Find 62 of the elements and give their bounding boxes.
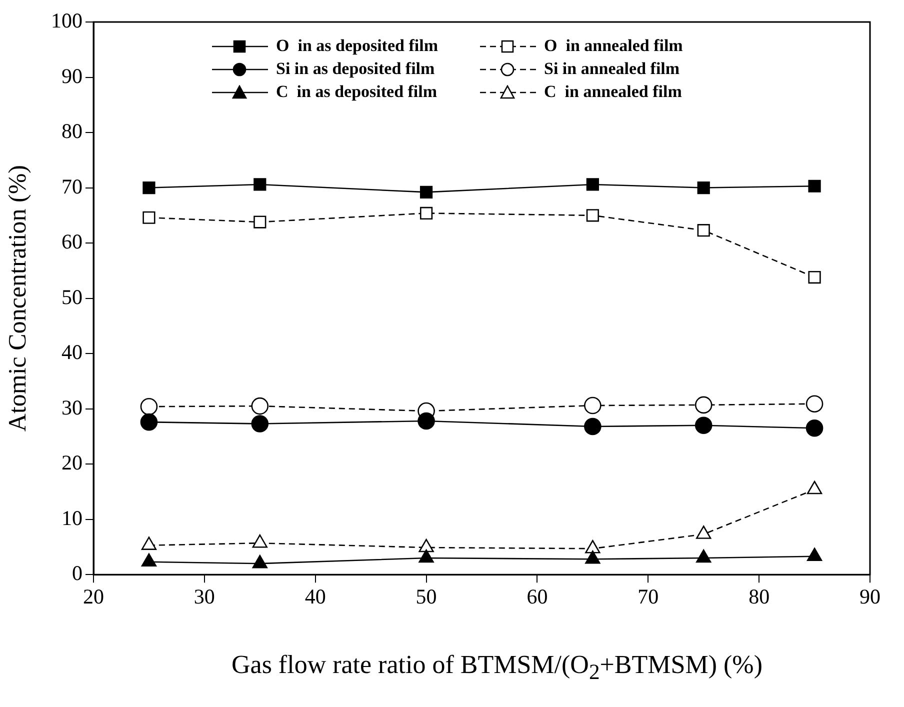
point	[697, 224, 710, 237]
point	[806, 548, 822, 562]
point	[252, 554, 268, 568]
x-tick-label: 90	[860, 584, 880, 609]
legend-label: C in annealed film	[544, 82, 682, 102]
x-tick-label: 50	[416, 584, 437, 609]
point	[142, 181, 156, 194]
y-tick-label: 70	[62, 174, 82, 198]
point	[254, 216, 266, 228]
point	[806, 395, 824, 412]
x-tick-label: 30	[194, 584, 215, 609]
y-tick-label: 10	[62, 506, 82, 530]
point	[252, 534, 268, 548]
point	[140, 398, 158, 416]
point	[806, 420, 824, 437]
point	[696, 549, 712, 563]
point	[254, 178, 266, 191]
point	[586, 209, 599, 222]
legend-label: O in annealed film	[544, 36, 683, 56]
y-tick-label: 90	[62, 64, 82, 88]
point	[584, 418, 602, 436]
y-tick-label: 80	[62, 119, 82, 144]
x-tick-label: 70	[638, 584, 659, 609]
legend-label: Si in as deposited film	[276, 59, 435, 79]
point	[585, 540, 600, 554]
legend-label: C in as deposited film	[276, 82, 438, 102]
point	[808, 270, 821, 284]
y-axis-title: Atomic Concentration (%)	[4, 165, 32, 432]
y-tick-label: 20	[62, 450, 82, 475]
point	[140, 413, 158, 431]
point	[142, 211, 156, 224]
point	[418, 549, 434, 563]
legend-label: O in as deposited film	[276, 36, 438, 56]
x-tick-label: 60	[526, 584, 548, 609]
point	[420, 186, 433, 199]
point	[418, 538, 434, 552]
y-tick-label: 30	[62, 395, 82, 420]
y-tick-label: 40	[62, 340, 82, 364]
point	[585, 550, 600, 564]
point	[694, 396, 712, 414]
point	[141, 536, 157, 550]
x-tick-label: 80	[748, 584, 770, 609]
point	[141, 553, 157, 567]
point	[806, 480, 822, 494]
y-tick-label: 0	[72, 561, 82, 586]
x-tick-label: 20	[83, 584, 104, 609]
legend-label: Si in annealed film	[544, 59, 680, 79]
point	[251, 397, 269, 415]
point	[251, 415, 269, 432]
point	[584, 396, 602, 414]
point	[808, 180, 821, 192]
x-tick-label: 40	[304, 584, 326, 609]
y-tick-label: 100	[51, 8, 82, 33]
point	[697, 181, 710, 194]
point	[420, 206, 433, 220]
y-tick-label: 50	[62, 284, 82, 309]
point	[418, 412, 435, 430]
point	[586, 178, 599, 191]
x-axis-title: Gas flow rate ratio of BTMSM/(O$_{2}$+BTMSM) (%)	[230, 650, 764, 686]
point	[696, 526, 712, 539]
point	[694, 416, 712, 434]
y-tick-label: 60	[62, 230, 82, 254]
